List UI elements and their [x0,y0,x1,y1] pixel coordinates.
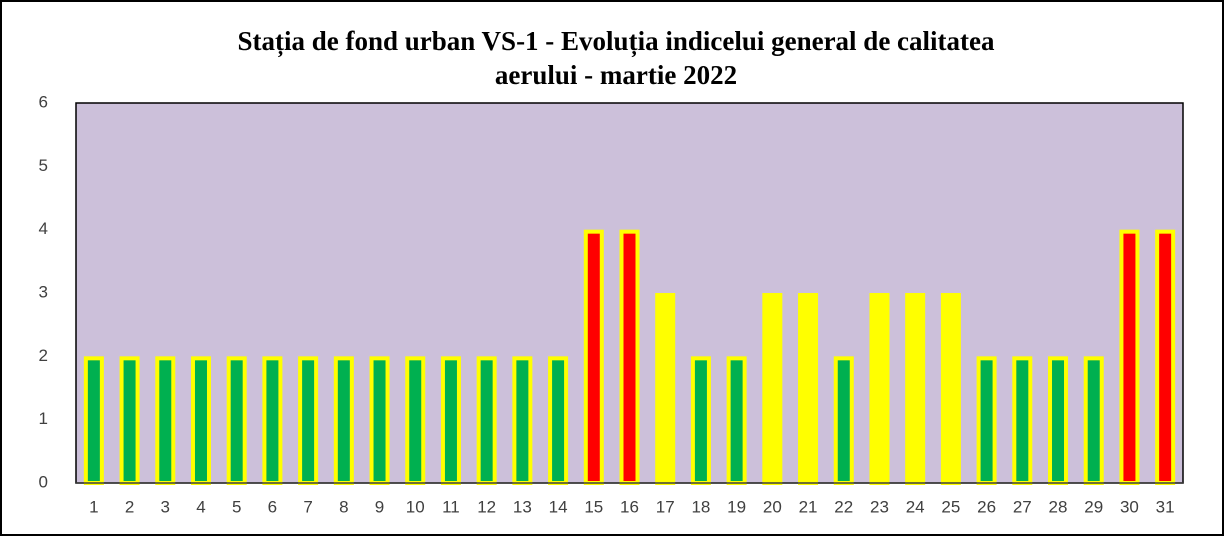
x-tick-label: 25 [941,497,960,516]
bar [655,293,676,485]
x-tick-label: 15 [584,497,603,516]
x-tick-label: 19 [727,497,746,516]
x-tick-label: 23 [870,497,889,516]
bar [905,293,926,485]
x-tick-label: 24 [906,497,925,516]
bar [940,293,961,485]
x-tick-label: 18 [691,497,710,516]
x-tick-label: 21 [799,497,818,516]
x-tick-label: 31 [1156,497,1175,516]
x-tick-label: 16 [620,497,639,516]
bar [476,356,497,486]
bar [1119,229,1140,485]
bar [190,356,211,486]
y-tick-label: 1 [39,409,48,428]
x-tick-label: 27 [1013,497,1032,516]
x-tick-label: 6 [268,497,277,516]
x-tick-label: 13 [513,497,532,516]
bar [762,293,783,485]
x-tick-label: 17 [656,497,675,516]
bar [440,356,461,486]
bar [798,293,819,485]
x-tick-label: 3 [161,497,170,516]
x-tick-label: 2 [125,497,134,516]
x-tick-label: 1 [89,497,98,516]
chart-title: aerului - martie 2022 [495,60,737,90]
x-tick-label: 11 [442,497,460,516]
x-tick-label: 28 [1049,497,1068,516]
bar [333,356,354,486]
y-tick-label: 0 [39,472,48,491]
y-tick-label: 2 [39,346,48,365]
bar [726,356,747,486]
x-tick-label: 4 [196,497,205,516]
bar [262,356,283,486]
x-tick-label: 20 [763,497,782,516]
x-tick-label: 30 [1120,497,1139,516]
y-tick-label: 6 [39,92,48,111]
bar [548,356,569,486]
y-tick-label: 5 [39,156,48,175]
bar [512,356,533,486]
x-tick-label: 22 [834,497,853,516]
bar [976,356,997,486]
bar [369,356,390,486]
bar [226,356,247,486]
chart-title: Stația de fond urban VS-1 - Evoluția ind… [237,26,995,57]
bar [405,356,426,486]
bar [155,356,176,486]
bar [1048,356,1069,486]
x-tick-label: 14 [549,497,568,516]
bar [619,229,640,485]
bar [298,356,319,486]
x-tick-label: 12 [477,497,496,516]
x-tick-label: 29 [1084,497,1103,516]
bar [1155,229,1176,485]
bar [1083,356,1104,486]
bar [833,356,854,486]
bar [83,356,104,486]
x-tick-label: 26 [977,497,996,516]
x-tick-label: 10 [406,497,425,516]
x-tick-label: 5 [232,497,241,516]
bar [119,356,140,486]
x-tick-label: 9 [375,497,384,516]
bar [1012,356,1033,486]
y-tick-label: 4 [39,219,48,238]
bar [690,356,711,486]
bar [583,229,604,485]
x-tick-label: 8 [339,497,348,516]
x-tick-label: 7 [303,497,312,516]
bar [869,293,890,485]
y-tick-label: 3 [39,282,48,301]
